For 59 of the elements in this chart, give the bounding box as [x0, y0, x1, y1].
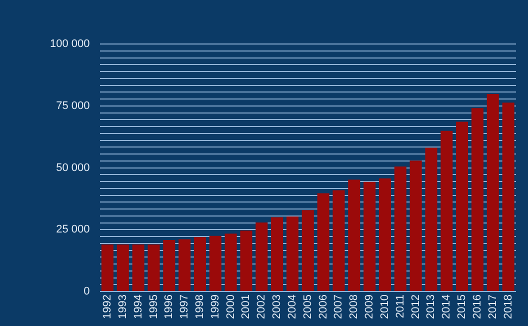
y-tick-label: 0 [84, 286, 90, 298]
y-tick-label: 75 000 [56, 100, 90, 112]
bar [209, 236, 222, 292]
x-tick-label: 2007 [332, 294, 345, 320]
y-tick-label: 100 000 [50, 38, 90, 50]
bar [271, 217, 284, 292]
x-tick-label: 2006 [317, 294, 330, 320]
x-tick-label: 2008 [348, 294, 360, 320]
bar [378, 178, 391, 292]
x-tick-label: 1994 [132, 294, 144, 320]
x-tick-label: 1998 [194, 294, 206, 320]
x-tick-label: 2001 [240, 294, 252, 320]
x-tick-label: 2014 [440, 294, 453, 320]
bar [456, 122, 468, 292]
bar [502, 102, 514, 292]
bar [348, 180, 360, 292]
x-tick-label: 1996 [163, 294, 176, 320]
bar [256, 222, 268, 292]
x-tick-label: 2000 [224, 294, 237, 320]
bar [486, 94, 499, 292]
bar [410, 160, 422, 292]
bar [471, 108, 484, 292]
x-tick-label: 2009 [364, 294, 376, 320]
x-tick-label: 2003 [271, 294, 284, 320]
x-tick-label: 2017 [486, 294, 499, 320]
x-tick-label: 2016 [471, 294, 484, 320]
x-tick-label: 2018 [502, 294, 514, 320]
bar [440, 130, 453, 292]
y-tick-label: 50 000 [56, 162, 90, 174]
x-tick-label: 2015 [456, 294, 468, 320]
bar [364, 182, 376, 292]
bar [286, 216, 298, 292]
x-tick-label: 2011 [394, 294, 406, 318]
x-tick-label: 1997 [178, 294, 191, 320]
bar [116, 244, 129, 292]
x-tick-label: 2002 [256, 294, 268, 320]
bar [332, 190, 345, 292]
x-tick-label: 1993 [116, 294, 129, 320]
y-tick-label: 25 000 [56, 224, 90, 236]
bar [163, 240, 176, 292]
x-tick-label: 2013 [425, 294, 438, 320]
bar [178, 239, 191, 292]
bar [224, 234, 237, 292]
bar [317, 193, 330, 292]
x-tick-label: 1999 [209, 294, 222, 320]
bar [302, 210, 314, 292]
x-tick-label: 1995 [148, 294, 160, 320]
bar [194, 237, 206, 292]
bar [240, 230, 252, 292]
bar [425, 148, 438, 292]
x-tick-label: 1992 [102, 294, 114, 320]
x-tick-label: 2004 [286, 294, 298, 320]
bar [132, 244, 144, 292]
bar [101, 244, 114, 292]
x-tick-label: 2005 [302, 294, 314, 320]
bar [148, 244, 160, 292]
x-tick-label: 2012 [410, 294, 422, 320]
x-tick-label: 2010 [378, 294, 391, 320]
bar [394, 166, 406, 292]
